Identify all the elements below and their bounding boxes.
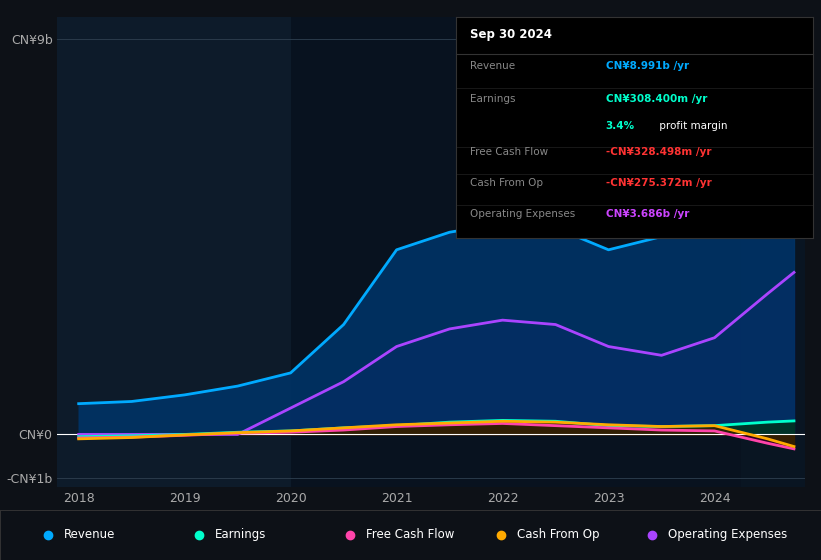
Text: Free Cash Flow: Free Cash Flow: [366, 528, 455, 542]
Text: Revenue: Revenue: [470, 61, 515, 71]
Text: profit margin: profit margin: [656, 121, 727, 131]
Text: Earnings: Earnings: [470, 94, 516, 104]
Text: Operating Expenses: Operating Expenses: [470, 209, 576, 220]
Text: -CN¥275.372m /yr: -CN¥275.372m /yr: [606, 178, 712, 188]
Text: Cash From Op: Cash From Op: [470, 178, 543, 188]
Bar: [291, 17, 741, 487]
Text: Revenue: Revenue: [64, 528, 116, 542]
Text: Sep 30 2024: Sep 30 2024: [470, 28, 552, 41]
Text: Earnings: Earnings: [215, 528, 267, 542]
Text: CN¥8.991b /yr: CN¥8.991b /yr: [606, 61, 689, 71]
Text: Cash From Op: Cash From Op: [517, 528, 599, 542]
Text: Free Cash Flow: Free Cash Flow: [470, 147, 548, 157]
Text: CN¥308.400m /yr: CN¥308.400m /yr: [606, 94, 707, 104]
Text: 3.4%: 3.4%: [606, 121, 635, 131]
Text: Operating Expenses: Operating Expenses: [668, 528, 787, 542]
Bar: [741, 17, 805, 487]
Text: -CN¥328.498m /yr: -CN¥328.498m /yr: [606, 147, 711, 157]
Text: CN¥3.686b /yr: CN¥3.686b /yr: [606, 209, 689, 220]
